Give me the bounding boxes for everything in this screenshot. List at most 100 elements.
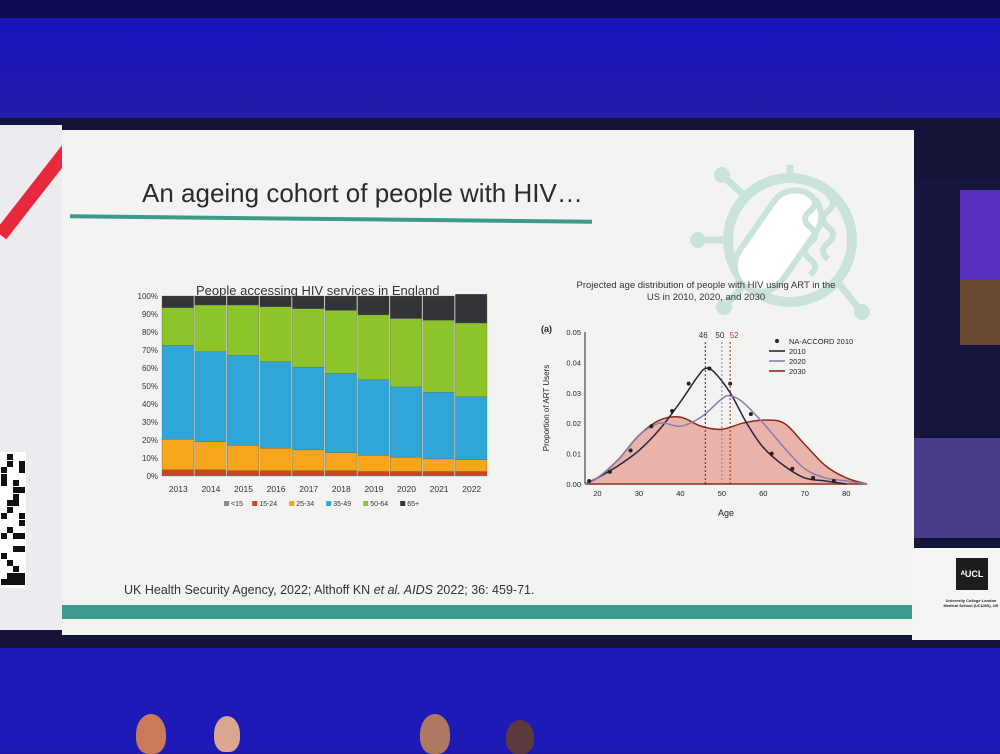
bar-chart-title: People accessing HIV services in England bbox=[196, 283, 440, 298]
qr-module bbox=[13, 572, 19, 579]
panelist-2 bbox=[214, 716, 240, 752]
y-tick-label: 0.01 bbox=[566, 450, 581, 459]
qr-module bbox=[19, 460, 25, 467]
bar-segment bbox=[357, 455, 390, 472]
bar-segment bbox=[161, 345, 194, 440]
legend-label: NA-ACCORD 2010 bbox=[789, 337, 853, 346]
qr-module bbox=[13, 493, 19, 500]
legend-label: 65+ bbox=[407, 501, 419, 508]
qr-module bbox=[7, 460, 13, 467]
qr-module bbox=[13, 480, 19, 487]
qr-module bbox=[19, 487, 25, 493]
qr-module bbox=[7, 572, 13, 579]
data-point bbox=[587, 478, 592, 483]
y-tick-label: 20% bbox=[142, 436, 158, 445]
legend-swatch bbox=[252, 501, 258, 506]
panel-stage bbox=[0, 648, 1000, 754]
bar-segment bbox=[422, 320, 455, 393]
y-tick-label: 10% bbox=[142, 454, 158, 463]
x-tick-label: 50 bbox=[718, 489, 726, 498]
ucl-logo-panel: ᴬUCL University College London Medical S… bbox=[912, 548, 1000, 640]
bar-segment bbox=[259, 447, 292, 471]
bar-segment bbox=[455, 471, 488, 476]
qr-module bbox=[13, 500, 19, 507]
y-axis-label: Proportion of ART Users bbox=[542, 365, 551, 451]
x-tick-label: 70 bbox=[801, 489, 809, 498]
data-point bbox=[670, 409, 675, 414]
bar-segment bbox=[161, 469, 194, 476]
right-panel-image-lower bbox=[960, 280, 1000, 345]
x-tick-label: 2022 bbox=[462, 484, 481, 494]
qr-module bbox=[19, 520, 25, 526]
legend-swatch bbox=[400, 501, 406, 506]
data-point bbox=[607, 469, 612, 474]
bar-segment bbox=[357, 295, 390, 316]
bar-segment bbox=[455, 396, 488, 460]
right-panel-video bbox=[912, 438, 1000, 538]
x-tick-label: 40 bbox=[676, 489, 684, 498]
y-tick-label: 80% bbox=[142, 328, 158, 337]
y-tick-label: 0.00 bbox=[566, 480, 581, 489]
x-tick-label: 2020 bbox=[397, 484, 416, 494]
qr-module bbox=[13, 487, 19, 493]
bar-segment bbox=[357, 379, 390, 456]
line-chart-title: Projected age distribution of people wit… bbox=[576, 280, 836, 303]
bar-segment bbox=[357, 314, 390, 380]
bar-segment bbox=[161, 438, 194, 470]
qr-module bbox=[19, 546, 25, 553]
y-tick-label: 0% bbox=[146, 472, 158, 481]
x-tick-label: 2018 bbox=[332, 484, 351, 494]
bar-segment bbox=[161, 295, 194, 308]
data-point bbox=[811, 475, 816, 480]
qr-module bbox=[1, 513, 7, 520]
series-2030-area bbox=[584, 415, 868, 485]
peak-label: 46 bbox=[699, 331, 708, 340]
series-2020-line bbox=[584, 394, 868, 485]
data-point bbox=[769, 451, 774, 456]
legend-marker bbox=[775, 339, 779, 343]
data-point bbox=[686, 381, 691, 386]
x-tick-label: 2013 bbox=[169, 484, 188, 494]
qr-module bbox=[7, 500, 13, 507]
x-tick-label: 2014 bbox=[201, 484, 220, 494]
x-tick-label: 2015 bbox=[234, 484, 253, 494]
peak-label: 52 bbox=[730, 331, 739, 340]
qr-module bbox=[19, 579, 25, 586]
y-tick-label: 90% bbox=[142, 310, 158, 319]
x-tick-label: 2019 bbox=[364, 484, 383, 494]
qr-module bbox=[1, 480, 7, 487]
y-tick-label: 0.05 bbox=[566, 328, 581, 337]
bar-segment bbox=[324, 295, 357, 311]
legend-swatch bbox=[326, 501, 332, 506]
legend-label: 35-49 bbox=[333, 501, 351, 508]
bar-segment bbox=[292, 366, 325, 451]
slide-title: An ageing cohort of people with HIV… bbox=[142, 178, 583, 208]
y-tick-label: 60% bbox=[142, 364, 158, 373]
bar-segment bbox=[227, 304, 259, 356]
x-tick-label: 2016 bbox=[267, 484, 286, 494]
x-tick-label: 2017 bbox=[299, 484, 318, 494]
panelist-3 bbox=[420, 714, 450, 754]
y-tick-label: 40% bbox=[142, 400, 158, 409]
ucl-logo: ᴬUCL bbox=[956, 558, 988, 590]
x-tick-label: 60 bbox=[759, 489, 767, 498]
bar-segment bbox=[292, 295, 325, 309]
qr-module bbox=[1, 467, 7, 474]
qr-module bbox=[19, 467, 25, 474]
citation-journal: et al. AIDS bbox=[373, 583, 433, 597]
stacked-bar-chart: 0% 10% 20% 30% 40% 50% 60% 70% 80% 90% 100% 2013 201… bbox=[138, 292, 488, 508]
bar-segment bbox=[390, 456, 422, 472]
qr-module bbox=[1, 533, 7, 540]
qr-module bbox=[13, 533, 19, 540]
data-point bbox=[831, 478, 836, 483]
panel-label: (a) bbox=[541, 324, 552, 334]
bar-segment bbox=[324, 373, 357, 453]
slide-footer-bar bbox=[62, 605, 924, 619]
bar-segment bbox=[194, 469, 227, 476]
x-tick-label: 20 bbox=[593, 489, 601, 498]
legend-swatch bbox=[363, 501, 369, 506]
bar-segment bbox=[390, 318, 422, 388]
y-tick-label: 50% bbox=[142, 382, 158, 391]
bar-segment bbox=[194, 441, 227, 470]
